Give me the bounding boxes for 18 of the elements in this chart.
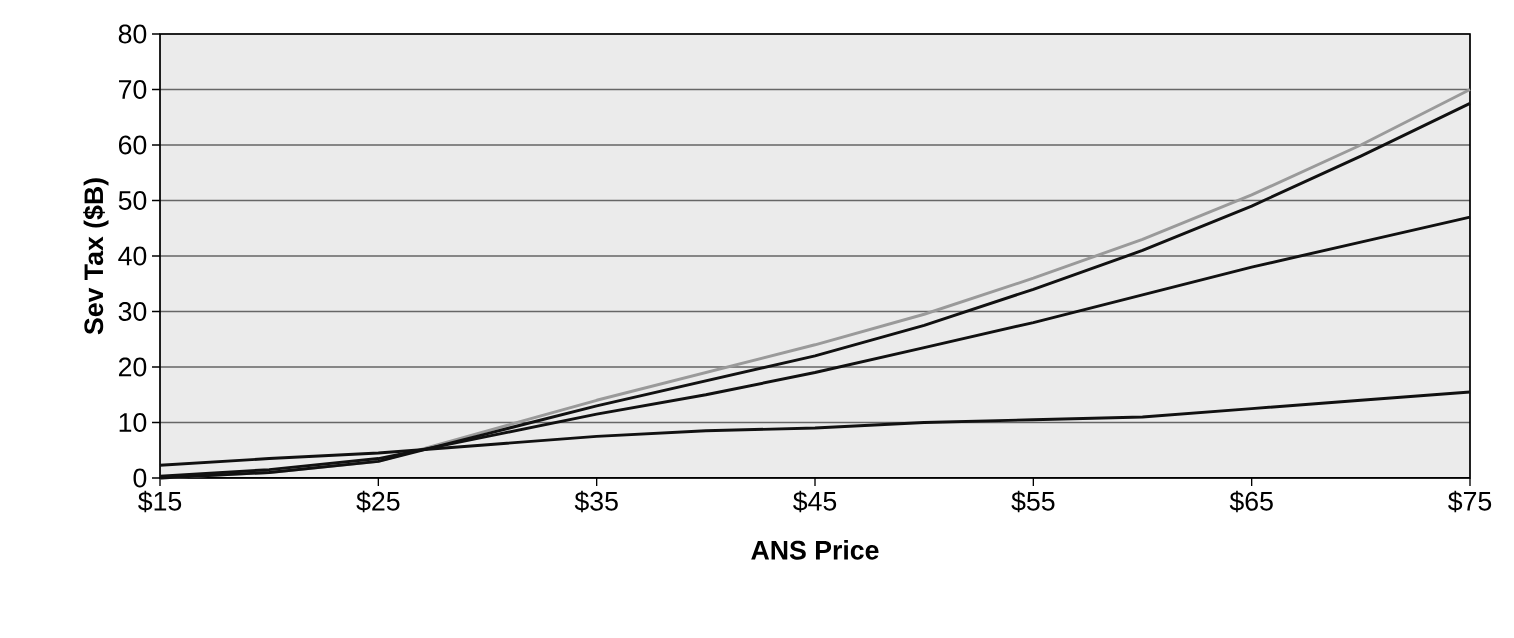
x-tick-label: $65 xyxy=(1229,490,1273,513)
x-tick-label: $45 xyxy=(793,490,837,513)
y-tick-label: 40 xyxy=(118,246,147,266)
y-tick-label: 80 xyxy=(118,24,147,44)
y-tick-label: 60 xyxy=(119,135,147,155)
y-tick-label: 20 xyxy=(118,357,147,377)
x-tick-label: $15 xyxy=(138,490,182,513)
y-axis-title: Sev Tax ($B) xyxy=(83,178,109,335)
y-tick-label: 10 xyxy=(119,413,147,432)
x-axis-title: ANS Price xyxy=(751,540,879,560)
y-tick-label: 0 xyxy=(133,468,147,488)
x-tick-label: $25 xyxy=(356,490,400,513)
y-tick-label: 50 xyxy=(118,191,147,210)
y-tick-label: 70 xyxy=(119,80,147,99)
y-tick-label: 30 xyxy=(118,302,147,321)
x-tick-label: $35 xyxy=(574,490,618,513)
x-tick-label: $55 xyxy=(1011,490,1055,513)
x-tick-label: $75 xyxy=(1448,490,1492,513)
